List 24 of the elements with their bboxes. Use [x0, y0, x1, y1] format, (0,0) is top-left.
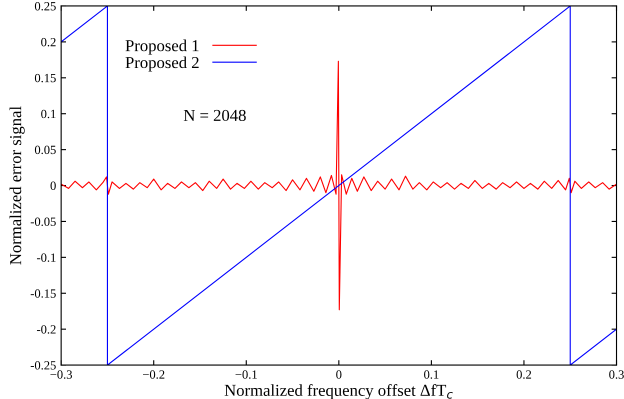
y-tick-label: -0.25: [30, 361, 56, 370]
y-tick-label: 0.2: [41, 38, 56, 46]
x-tick-label: 0.1: [424, 370, 438, 379]
x-tick-label: −0.1: [236, 370, 257, 379]
legend-label: Proposed 2: [126, 56, 199, 72]
y-tick-label: 0: [50, 182, 56, 190]
y-tick-label: -0.1: [36, 253, 56, 262]
y-tick-label: 0.15: [34, 74, 56, 82]
y-axis-title: Normalized error signal: [10, 106, 25, 265]
x-tick-label: −0.3: [50, 370, 72, 379]
x-tick-label: 0.2: [516, 370, 532, 379]
y-tick-label: -0.05: [30, 217, 56, 226]
legend-label: Proposed 1: [126, 40, 199, 55]
y-tick-label: -0.15: [30, 289, 56, 298]
x-tick-label: −0.2: [143, 370, 164, 379]
line-series: [61, 6, 617, 366]
y-tick-label: -0.2: [36, 325, 56, 334]
x-tick-label: 0: [336, 370, 342, 379]
y-tick-label: 0.25: [34, 2, 56, 10]
x-tick-label: 0.3: [609, 370, 624, 379]
x-axis-title: Normalized frequency offset ΔfT$_{c}$: [224, 384, 453, 399]
y-tick-label: 0.05: [34, 146, 56, 154]
annotation: N = 2048: [184, 110, 246, 122]
y-tick-label: 0.1: [41, 110, 56, 118]
